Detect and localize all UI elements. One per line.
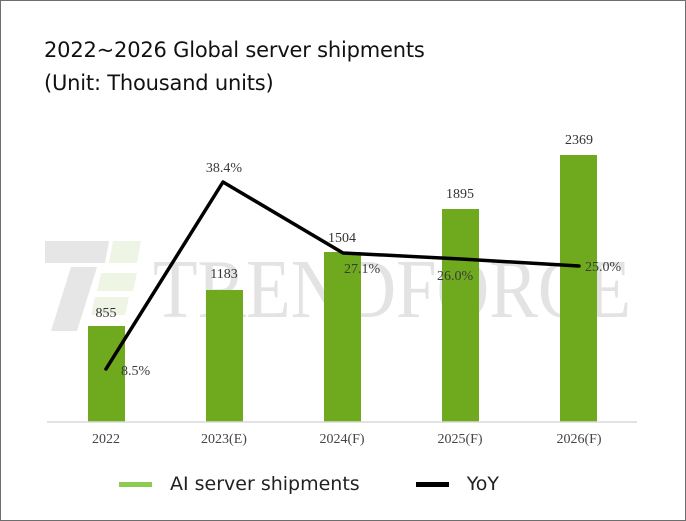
legend-label: AI server shipments [170, 473, 360, 495]
chart-title-line-1: 2022~2026 Global server shipments [44, 38, 425, 62]
x-label-2026: 2026(F) [556, 432, 601, 447]
legend-item-yoy: YoY [415, 473, 500, 495]
chart-subtitle-unit: (Unit: Thousand units) [44, 71, 274, 95]
bar-label-2025: 1895 [446, 187, 474, 202]
yoy-value-labels: 8.5% 38.4% 27.1% 26.0% 25.0% [121, 161, 622, 379]
x-label-2024: 2024(F) [319, 432, 364, 447]
yoy-label-2024: 27.1% [344, 262, 381, 277]
x-axis-labels: 2022 2023(E) 2024(F) 2025(F) 2026(F) [92, 432, 602, 447]
bar-label-2022: 855 [96, 306, 117, 321]
yoy-label-2026: 25.0% [585, 260, 622, 275]
legend-label: YoY [466, 473, 500, 495]
bar-2024 [324, 252, 361, 422]
bar-label-2026: 2369 [565, 133, 593, 148]
legend-bar-swatch-icon [119, 481, 152, 487]
chart-title: 2022~2026 Global server shipments (Unit:… [44, 34, 425, 100]
bar-series [88, 155, 597, 422]
bar-label-2024: 1504 [328, 231, 356, 246]
x-label-2025: 2025(F) [437, 432, 482, 447]
bar-2023 [206, 290, 243, 422]
x-label-2023: 2023(E) [201, 432, 247, 447]
trendforce-logo-icon [45, 241, 141, 331]
yoy-label-2023: 38.4% [206, 161, 243, 176]
bar-2026 [560, 155, 597, 422]
bar-label-2023: 1183 [210, 267, 237, 282]
bar-value-labels: 855 1183 1504 1895 2369 [96, 133, 594, 321]
bar-2025 [442, 209, 479, 422]
yoy-line [104, 180, 581, 371]
x-label-2022: 2022 [92, 432, 120, 447]
chart-legend: AI server shipments YoY [119, 471, 555, 497]
bar-2022 [88, 326, 125, 422]
legend-line-swatch-icon [415, 481, 449, 487]
legend-item-ai-server-shipments: AI server shipments [119, 473, 360, 495]
yoy-label-2025: 26.0% [437, 269, 474, 284]
yoy-label-2022: 8.5% [121, 364, 151, 379]
